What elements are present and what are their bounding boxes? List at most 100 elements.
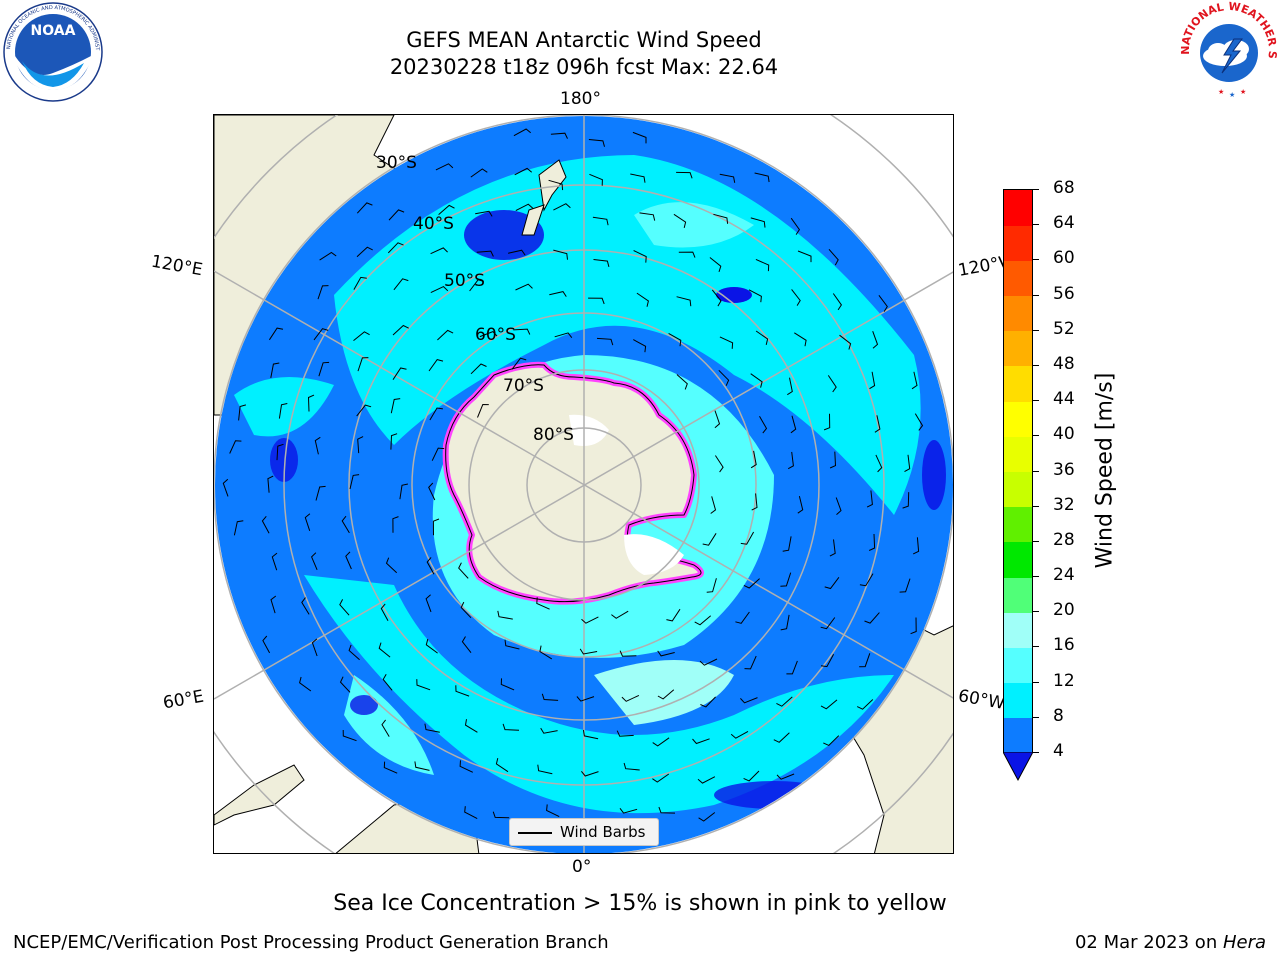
wind-barb bbox=[233, 520, 244, 536]
colorbar-tick-mark bbox=[1033, 294, 1039, 296]
colorbar-extend-triangle bbox=[1003, 752, 1033, 782]
wind-barb bbox=[823, 413, 831, 431]
wind-barb bbox=[820, 617, 836, 630]
wind-barb bbox=[827, 375, 837, 393]
wind-barb bbox=[388, 209, 405, 221]
colorbar-tick-mark bbox=[1033, 470, 1039, 472]
wind-barb bbox=[497, 610, 513, 620]
madagascar-landmass bbox=[214, 764, 305, 826]
wind-barb bbox=[549, 291, 567, 297]
wind-barb bbox=[540, 727, 558, 734]
wind-barb bbox=[790, 217, 801, 235]
wind-barb bbox=[611, 610, 629, 619]
wind-barb bbox=[317, 285, 329, 300]
colorbar-tick-label: 24 bbox=[1053, 565, 1075, 586]
wind-barb bbox=[751, 493, 758, 511]
wind-barb bbox=[536, 597, 550, 610]
wind-barb bbox=[678, 251, 696, 258]
colorbar-segment bbox=[1004, 295, 1032, 332]
wind-barb bbox=[315, 485, 326, 501]
wind-barb bbox=[829, 451, 837, 469]
wind-barb bbox=[776, 696, 793, 707]
wind-barb bbox=[588, 139, 605, 147]
wind-barb bbox=[868, 533, 876, 551]
wind-barb bbox=[271, 552, 278, 571]
wind-barb bbox=[832, 293, 843, 311]
wind-barb bbox=[432, 518, 440, 536]
wind-barb bbox=[460, 601, 472, 619]
wind-barb bbox=[459, 760, 474, 773]
wind-barb bbox=[666, 608, 681, 622]
wind-barb bbox=[270, 595, 277, 614]
lat-label-80s: 80°S bbox=[533, 425, 574, 445]
colorbar-segment bbox=[1004, 260, 1032, 297]
wind-barb bbox=[740, 697, 758, 704]
wind-barb bbox=[676, 374, 688, 390]
colorbar-segment bbox=[1004, 717, 1032, 754]
wind-barb bbox=[537, 764, 553, 775]
wind-barb bbox=[719, 173, 736, 183]
colorbar-tick-mark bbox=[1033, 435, 1039, 437]
lon-label-60w: 60°W bbox=[956, 686, 1007, 714]
colorbar-segment bbox=[1004, 577, 1032, 613]
wind-barb bbox=[514, 167, 533, 176]
wind-barb bbox=[268, 327, 284, 341]
wind-barb bbox=[829, 539, 836, 557]
wind-barb bbox=[353, 331, 370, 341]
wind-barb bbox=[356, 404, 372, 417]
colorbar-label: Wind Speed [m/s] bbox=[1092, 372, 1118, 569]
colorbar-tick-label: 16 bbox=[1053, 635, 1075, 656]
wind-barb bbox=[495, 757, 509, 773]
wind-barb bbox=[357, 436, 364, 454]
wind-barb bbox=[875, 454, 883, 473]
wind-barb bbox=[428, 482, 436, 501]
wind-barb bbox=[357, 357, 369, 372]
colorbar-segment bbox=[1004, 365, 1032, 402]
wind-barb bbox=[706, 578, 717, 593]
wind-barb bbox=[910, 617, 917, 635]
wind-barb bbox=[262, 635, 271, 654]
wind-barb bbox=[797, 495, 804, 514]
wind-barb bbox=[339, 599, 350, 616]
wind-barb bbox=[348, 644, 360, 661]
wind-barb bbox=[702, 533, 717, 546]
colorbar-tick-label: 36 bbox=[1053, 459, 1075, 480]
wind-barb bbox=[748, 289, 762, 303]
noaa-logo-text: NOAA bbox=[31, 23, 76, 39]
wind-barb bbox=[476, 250, 494, 257]
wind-barb bbox=[790, 415, 797, 434]
colorbar-segment bbox=[1004, 401, 1032, 437]
wind-barbs bbox=[222, 128, 924, 825]
wind-barb bbox=[581, 616, 599, 624]
wind-barb bbox=[588, 297, 605, 305]
wind-barb bbox=[698, 812, 716, 822]
wind-barb bbox=[828, 248, 839, 266]
footer-date-text: 02 Mar 2023 on bbox=[1074, 932, 1223, 953]
colorbar-tick-mark bbox=[1033, 716, 1039, 718]
wind-barb bbox=[735, 611, 750, 624]
lat-label-30s: 30°S bbox=[376, 153, 417, 173]
colorbar-tick-mark bbox=[1033, 224, 1039, 226]
lon-label-60e: 60°E bbox=[161, 686, 206, 714]
wind-barb bbox=[304, 513, 311, 531]
wind-barb bbox=[511, 357, 527, 370]
lon-label-0: 0° bbox=[572, 857, 592, 877]
wind-barb bbox=[299, 676, 312, 692]
svg-text:★: ★ bbox=[1240, 88, 1246, 96]
colorbar-segment bbox=[1004, 471, 1032, 508]
footer-credit: NCEP/EMC/Verification Post Processing Pr… bbox=[13, 932, 609, 953]
wind-barb bbox=[773, 732, 790, 743]
wind-barb bbox=[222, 478, 229, 497]
wind-barb bbox=[697, 776, 716, 784]
colorbar-segment bbox=[1004, 541, 1032, 578]
wind-barb bbox=[709, 257, 722, 273]
wind-barb bbox=[461, 636, 472, 654]
wind-barb bbox=[859, 573, 874, 587]
wind-barb bbox=[740, 531, 755, 545]
wind-barb bbox=[513, 128, 532, 137]
wind-barb bbox=[342, 729, 357, 742]
wind-barb bbox=[911, 371, 918, 390]
colorbar-segment bbox=[1004, 225, 1032, 261]
wind-barb bbox=[470, 363, 487, 375]
wind-barb bbox=[874, 415, 881, 433]
